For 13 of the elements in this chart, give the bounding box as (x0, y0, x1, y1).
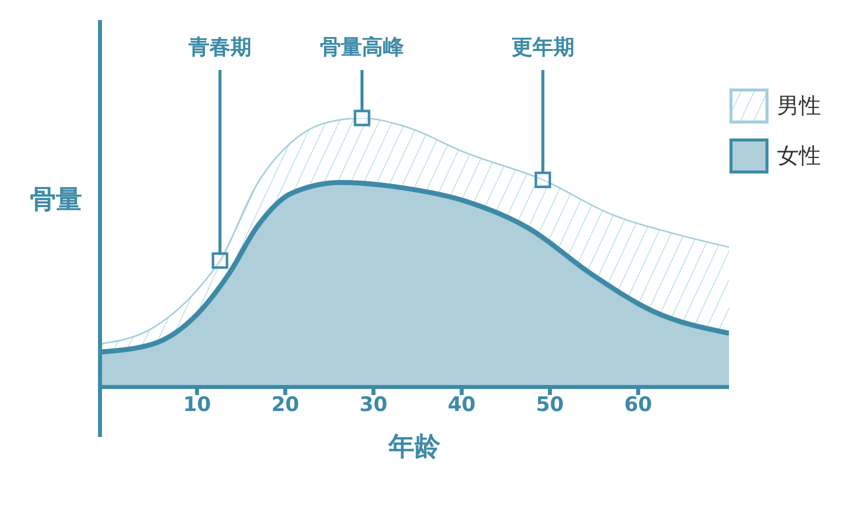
x-tick-label: 20 (271, 392, 300, 416)
x-tick-label: 30 (360, 392, 388, 416)
x-axis-title: 年龄 (388, 432, 442, 462)
x-tick-label: 10 (183, 392, 211, 416)
annotation: 更年期 (511, 35, 574, 59)
x-tick-label: 50 (536, 392, 564, 416)
annotation: 青春期 (187, 35, 252, 59)
x-tick-label: 60 (624, 392, 652, 416)
annotation: 骨量高峰 (320, 35, 406, 59)
legend-label: 男性 (777, 93, 821, 121)
legend-label: 女性 (777, 143, 821, 171)
x-tick-label: 40 (448, 392, 476, 416)
y-axis-title: 骨量 (30, 185, 82, 215)
